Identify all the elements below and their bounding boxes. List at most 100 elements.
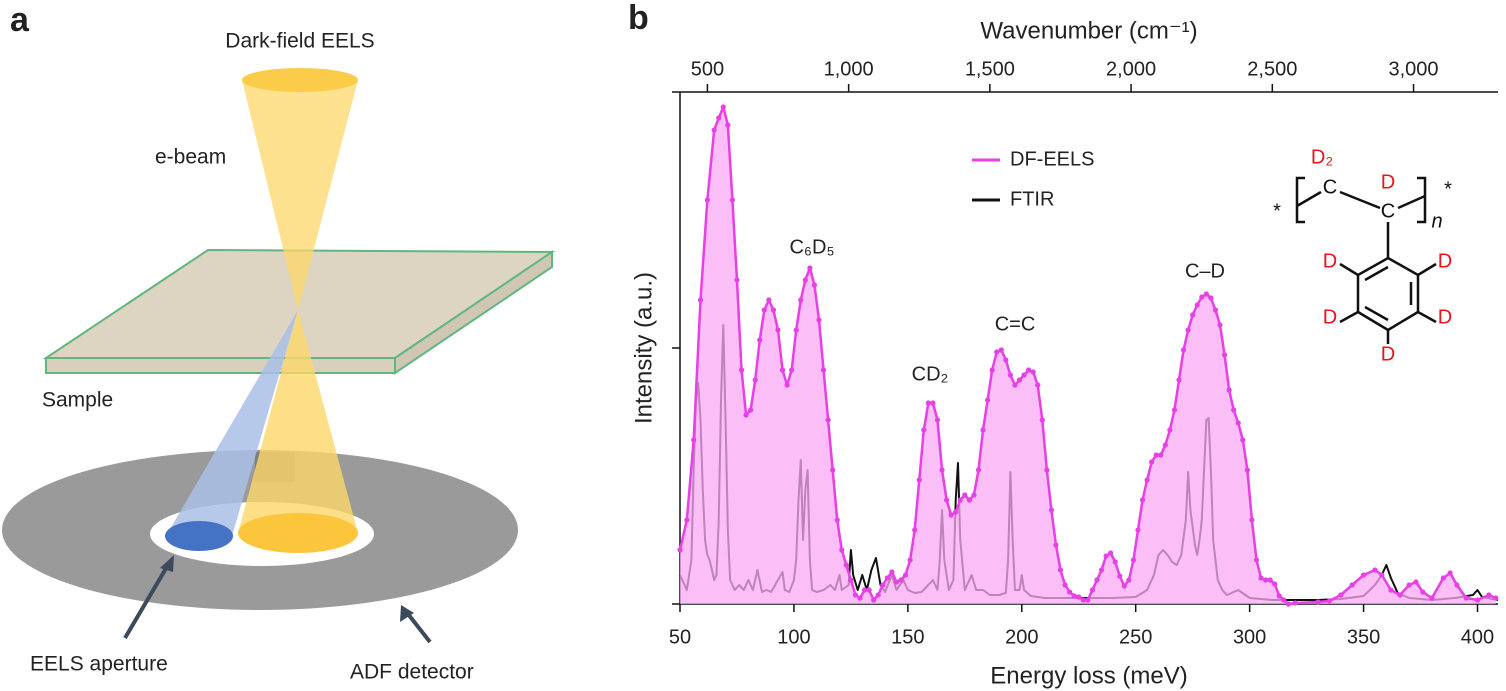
point <box>775 327 781 333</box>
legend-label: DF-EELS <box>1010 148 1094 170</box>
point <box>1292 600 1298 606</box>
point <box>807 265 813 271</box>
eels-aperture <box>165 521 233 551</box>
legend-label: FTIR <box>1010 188 1054 210</box>
point <box>1221 352 1228 358</box>
panel-label: a <box>10 1 30 39</box>
point <box>1012 382 1018 388</box>
point <box>816 317 822 323</box>
x-tick-label: 350 <box>1347 626 1380 648</box>
point <box>1440 575 1446 581</box>
point <box>966 497 972 503</box>
point <box>1208 295 1214 301</box>
point <box>1379 572 1385 578</box>
point <box>757 337 763 343</box>
point <box>734 277 740 283</box>
point <box>834 517 840 523</box>
point <box>861 587 868 593</box>
point <box>898 577 904 583</box>
point <box>1139 497 1146 503</box>
point <box>1267 577 1273 583</box>
diagram-label: e-beam <box>155 146 226 169</box>
point <box>1447 570 1453 576</box>
point <box>748 407 754 413</box>
point <box>848 577 854 583</box>
point <box>1103 553 1109 559</box>
double-bond <box>1364 265 1413 322</box>
point <box>766 297 772 303</box>
point <box>1003 357 1009 363</box>
point <box>1180 347 1187 353</box>
point <box>1053 542 1059 548</box>
point <box>948 512 954 518</box>
point <box>1158 452 1164 458</box>
point <box>962 492 968 498</box>
point <box>761 307 767 313</box>
point <box>1226 387 1232 393</box>
point <box>802 277 808 283</box>
point <box>902 572 909 578</box>
top-tick-label: 2,000 <box>1106 58 1156 80</box>
beam-lower <box>238 310 358 533</box>
point <box>1486 592 1492 598</box>
point <box>925 400 931 406</box>
point <box>1231 407 1237 413</box>
point <box>1493 595 1499 601</box>
point <box>798 297 804 303</box>
bright-field-spot <box>238 513 358 553</box>
point <box>1372 567 1378 573</box>
point <box>1272 581 1278 587</box>
point <box>1149 459 1155 465</box>
point <box>1397 592 1403 598</box>
point <box>857 595 863 601</box>
x-tick-label: 400 <box>1461 626 1494 648</box>
diagram: a Dark-field EELS e-beam Sample EELS ape… <box>2 1 556 684</box>
atom-label: C <box>1323 176 1337 198</box>
x-tick-label: 250 <box>1119 626 1152 648</box>
point <box>930 400 936 406</box>
point <box>1262 577 1269 583</box>
point <box>1144 477 1150 483</box>
x-axis-label: Energy loss (meV) <box>990 662 1187 689</box>
point <box>839 547 845 553</box>
point <box>1062 582 1068 588</box>
point <box>1413 579 1419 585</box>
x-tick-label: 300 <box>1233 626 1266 648</box>
top-tick-label: 3,000 <box>1389 58 1439 80</box>
point <box>1135 527 1141 533</box>
point <box>691 437 697 443</box>
point <box>1057 567 1064 573</box>
point <box>843 562 849 568</box>
point <box>1067 589 1073 595</box>
point <box>825 417 831 423</box>
point <box>716 115 722 121</box>
point <box>811 282 818 288</box>
sample-front <box>45 357 396 374</box>
point <box>893 579 900 585</box>
top-tick-label: 500 <box>691 58 724 80</box>
point <box>1007 372 1013 378</box>
point <box>1171 407 1178 413</box>
top-tick-label: 1,500 <box>965 58 1015 80</box>
point <box>1429 595 1435 601</box>
point <box>921 427 927 433</box>
annotation: CD₂ <box>912 363 949 385</box>
point <box>1098 567 1105 573</box>
point <box>1130 557 1137 563</box>
point <box>1388 587 1394 593</box>
point <box>1076 594 1082 600</box>
atom-label: D <box>1323 250 1337 272</box>
point <box>1249 517 1255 523</box>
point <box>884 575 890 581</box>
point <box>1153 452 1159 458</box>
point <box>779 367 786 373</box>
point <box>989 367 995 373</box>
point <box>916 477 922 483</box>
x-tick-label: 50 <box>669 626 691 648</box>
x-tick-label: 100 <box>777 626 810 648</box>
atom-label: D <box>1323 306 1337 328</box>
point <box>1190 312 1196 318</box>
point <box>912 527 918 533</box>
structure: D₂C DC n**D DD DD <box>1273 146 1452 365</box>
